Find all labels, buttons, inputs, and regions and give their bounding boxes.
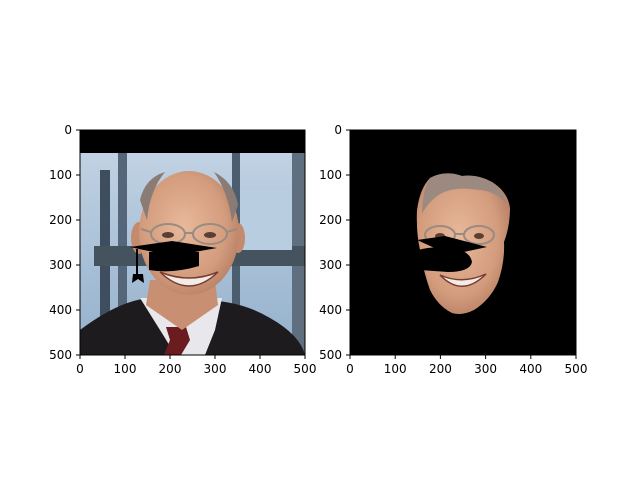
x-tick-label: 200 <box>429 362 452 376</box>
x-tick-label: 0 <box>76 362 84 376</box>
y-tick-label: 400 <box>49 303 72 317</box>
right-image-panel <box>349 129 577 356</box>
y-tick-label: 400 <box>319 303 342 317</box>
graduation-cap-cutout <box>417 236 487 272</box>
y-tick-label: 300 <box>49 258 72 272</box>
x-tick-label: 300 <box>204 362 227 376</box>
x-tick-label: 100 <box>114 362 137 376</box>
top-black-band <box>80 130 305 153</box>
left-axes-frame <box>79 129 306 356</box>
left-image-panel <box>79 129 306 356</box>
x-tick-label: 400 <box>249 362 272 376</box>
x-tick-label: 300 <box>474 362 497 376</box>
y-tick-label: 200 <box>319 213 342 227</box>
x-tick-label: 500 <box>294 362 317 376</box>
graduation-cap-icon <box>130 241 217 283</box>
x-tick-label: 200 <box>159 362 182 376</box>
y-tick-label: 100 <box>49 168 72 182</box>
y-tick-label: 500 <box>319 348 342 362</box>
x-tick-label: 0 <box>346 362 354 376</box>
y-tick-label: 0 <box>334 123 342 137</box>
y-tick-label: 100 <box>319 168 342 182</box>
x-tick-label: 400 <box>519 362 542 376</box>
right-axes-frame <box>349 129 577 356</box>
left-photo <box>80 130 305 355</box>
x-tick-label: 500 <box>565 362 588 376</box>
y-tick-label: 200 <box>49 213 72 227</box>
y-tick-label: 0 <box>64 123 72 137</box>
x-tick-label: 100 <box>384 362 407 376</box>
right-axis-ticks: 0 100 200 300 400 500 0 100 200 300 400 500 <box>319 123 587 376</box>
right-mask-image <box>350 130 576 355</box>
y-tick-label: 500 <box>49 348 72 362</box>
left-axis-ticks: 0 100 200 300 400 500 0 100 200 300 400 500 <box>49 123 316 376</box>
y-tick-label: 300 <box>319 258 342 272</box>
